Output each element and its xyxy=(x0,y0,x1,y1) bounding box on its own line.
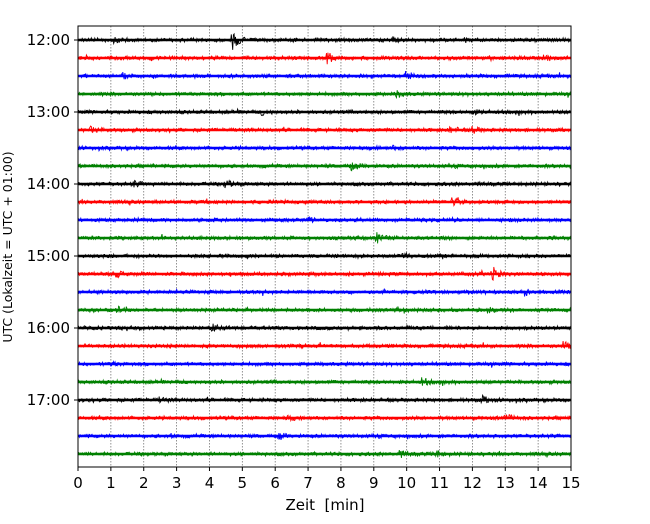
y-axis-label: UTC (Lokalzeit = UTC + 01:00) xyxy=(0,151,15,342)
y-tick-label: 13:00 xyxy=(27,103,70,121)
y-tick-label: 16:00 xyxy=(27,319,70,337)
x-tick-label: 0 xyxy=(73,474,83,492)
x-tick-label: 12 xyxy=(463,474,482,492)
x-tick-label: 8 xyxy=(336,474,346,492)
plot-frame xyxy=(77,25,572,468)
x-tick-label: 4 xyxy=(205,474,215,492)
x-tick-label: 9 xyxy=(369,474,379,492)
x-axis-ticks: 0 1 2 3 4 5 6 7 8 9 10 11 12 13 14 15 xyxy=(73,467,581,492)
y-tick-label: 17:00 xyxy=(27,391,70,409)
y-tick-label: 12:00 xyxy=(27,31,70,49)
seismic-traces xyxy=(77,32,572,459)
x-tick-label: 11 xyxy=(430,474,449,492)
x-tick-label: 15 xyxy=(561,474,580,492)
x-tick-label: 10 xyxy=(397,474,416,492)
x-tick-label: 13 xyxy=(496,474,515,492)
grid-lines xyxy=(110,26,539,467)
x-tick-label: 14 xyxy=(529,474,548,492)
x-tick-label: 6 xyxy=(270,474,280,492)
x-tick-label: 2 xyxy=(139,474,149,492)
x-tick-label: 3 xyxy=(172,474,182,492)
trace-line xyxy=(77,32,572,50)
y-tick-label: 15:00 xyxy=(27,247,70,265)
x-tick-label: 7 xyxy=(303,474,313,492)
x-axis-label: Zeit [min] xyxy=(285,496,364,514)
y-tick-label: 14:00 xyxy=(27,175,70,193)
y-axis-ticks: 12:00 13:00 14:00 15:00 16:00 17:00 xyxy=(27,31,78,409)
x-tick-label: 5 xyxy=(238,474,248,492)
x-tick-label: 1 xyxy=(106,474,116,492)
